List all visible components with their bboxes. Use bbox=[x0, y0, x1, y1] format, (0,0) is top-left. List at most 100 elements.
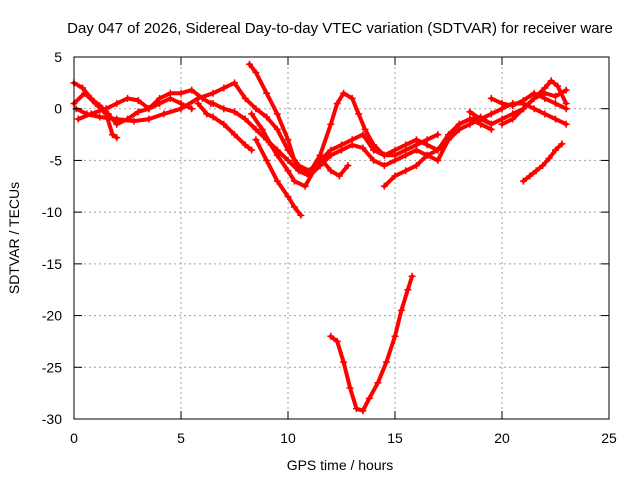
data-point bbox=[297, 211, 305, 219]
data-point bbox=[209, 89, 217, 97]
data-point bbox=[423, 136, 431, 144]
data-point bbox=[391, 151, 399, 159]
x-tick-label: 20 bbox=[494, 430, 510, 446]
data-point bbox=[402, 167, 410, 175]
x-tick-label: 10 bbox=[280, 430, 296, 446]
data-point bbox=[370, 156, 378, 164]
x-tick-label: 25 bbox=[601, 430, 617, 446]
data-point bbox=[558, 140, 566, 148]
data-point bbox=[297, 167, 305, 175]
data-point bbox=[188, 105, 196, 113]
data-point bbox=[445, 136, 452, 144]
x-axis-label: GPS time / hours bbox=[287, 457, 394, 473]
data-point bbox=[252, 69, 260, 77]
chart-title: Day 047 of 2026, Sidereal Day-to-day VTE… bbox=[67, 20, 613, 37]
data-point bbox=[547, 77, 555, 85]
data-point bbox=[160, 110, 168, 118]
data-point bbox=[487, 110, 495, 118]
data-point bbox=[124, 94, 131, 102]
data-point bbox=[498, 120, 506, 128]
data-point bbox=[552, 100, 559, 108]
data-point bbox=[166, 94, 174, 102]
data-point bbox=[519, 105, 527, 113]
plot-frame bbox=[73, 56, 610, 420]
data-point bbox=[81, 89, 89, 97]
data-point bbox=[487, 94, 495, 102]
data-point bbox=[231, 108, 238, 116]
data-point bbox=[509, 102, 517, 110]
data-point bbox=[241, 141, 249, 149]
data-point bbox=[340, 89, 348, 97]
data-point bbox=[248, 146, 256, 154]
data-point bbox=[156, 100, 164, 108]
y-tick-label: -10 bbox=[42, 204, 62, 220]
data-point bbox=[241, 94, 249, 102]
data-point bbox=[290, 156, 298, 164]
data-point bbox=[423, 151, 431, 159]
data-point bbox=[316, 151, 324, 159]
data-point bbox=[102, 105, 110, 113]
y-tick-label: -5 bbox=[50, 152, 63, 168]
data-point bbox=[562, 86, 570, 94]
data-point bbox=[552, 92, 559, 100]
data-point bbox=[412, 141, 420, 149]
data-point bbox=[290, 177, 298, 185]
x-tick-label: 0 bbox=[70, 430, 78, 446]
data-point bbox=[359, 407, 367, 415]
data-point bbox=[434, 156, 442, 164]
data-point bbox=[412, 162, 420, 170]
data-point bbox=[539, 162, 547, 170]
series-line bbox=[247, 62, 440, 175]
y-tick-label: -15 bbox=[42, 256, 62, 272]
data-point bbox=[263, 156, 271, 164]
data-point bbox=[220, 84, 228, 92]
data-point bbox=[145, 105, 153, 113]
data-point bbox=[526, 172, 534, 180]
data-point bbox=[382, 358, 390, 366]
tick-labels: 0 5 10 15 20 25 5 0 -5 -10 -15 -20 -25 -30 bbox=[42, 49, 617, 446]
series-arc-14 bbox=[498, 77, 570, 128]
data-point bbox=[188, 86, 196, 94]
data-point bbox=[284, 156, 292, 164]
data-point bbox=[541, 110, 549, 118]
data-point bbox=[348, 94, 356, 102]
data-point bbox=[530, 105, 538, 113]
data-point bbox=[231, 131, 238, 139]
data-point bbox=[346, 384, 354, 392]
y-tick-label: 5 bbox=[54, 49, 62, 65]
data-point bbox=[209, 100, 217, 108]
series-arc-7 bbox=[245, 60, 442, 177]
data-point bbox=[145, 115, 153, 123]
data-point bbox=[177, 105, 185, 113]
data-point bbox=[408, 272, 416, 280]
data-point bbox=[113, 100, 121, 108]
data-point bbox=[365, 394, 373, 402]
data-point bbox=[113, 115, 121, 123]
data-point bbox=[333, 100, 341, 108]
data-point bbox=[562, 120, 570, 128]
y-axis-label: SDTVAR / TECUs bbox=[6, 182, 22, 294]
y-tick-label: -25 bbox=[42, 359, 62, 375]
data-point bbox=[252, 136, 260, 144]
data-point bbox=[541, 94, 549, 102]
data-point bbox=[338, 146, 345, 154]
data-point bbox=[74, 115, 82, 123]
series-line bbox=[249, 111, 350, 189]
data-point bbox=[79, 84, 87, 92]
data-point bbox=[194, 100, 202, 108]
data-point bbox=[370, 141, 378, 149]
series-line bbox=[74, 80, 494, 173]
data-point bbox=[380, 151, 388, 159]
y-tick-label: -30 bbox=[42, 411, 62, 427]
data-point bbox=[203, 110, 211, 118]
data-point bbox=[96, 113, 104, 121]
data-point bbox=[434, 131, 442, 139]
data-point bbox=[245, 60, 253, 68]
data-point bbox=[380, 182, 388, 190]
data-point bbox=[220, 105, 228, 113]
data-point bbox=[519, 96, 527, 104]
data-point bbox=[404, 286, 412, 294]
data-point bbox=[545, 154, 553, 162]
series-arc-10 bbox=[327, 272, 416, 415]
